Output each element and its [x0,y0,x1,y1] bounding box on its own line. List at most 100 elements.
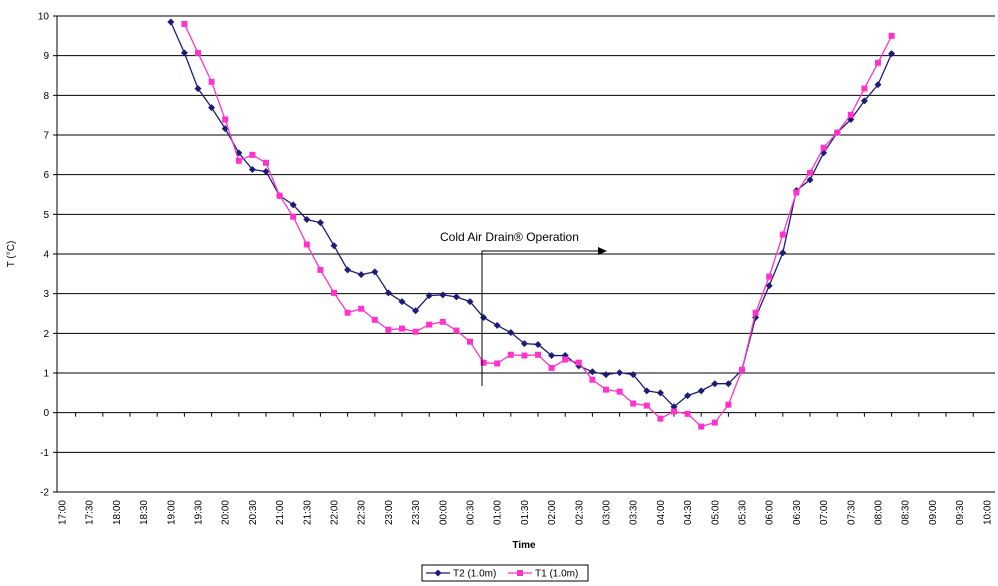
data-point [467,338,473,345]
data-point [195,49,201,56]
data-point [317,266,324,273]
data-point [371,268,379,276]
x-tick-label: 04:00 [656,500,667,525]
data-point [507,351,514,358]
data-point [548,364,555,371]
series-line [170,21,893,408]
x-tick-label: 07:30 [846,500,857,525]
x-tick-label: 09:30 [955,500,966,525]
x-tick-label: 20:00 [221,500,232,525]
x-tick-label: 04:30 [683,500,694,525]
data-point [616,369,624,377]
data-point [534,340,542,348]
data-point [289,201,297,209]
x-axis-title: Time [512,540,536,551]
data-point [807,169,813,176]
y-tick-label: 0 [43,408,49,419]
annotation: Cold Air Drain® Operation [440,230,579,244]
data-point [779,249,787,257]
x-tick-label: 18:00 [112,500,123,525]
y-axis-title: T (°C) [6,241,17,268]
x-tick-label: 08:00 [874,500,885,525]
data-point [860,97,868,105]
x-tick-label: 19:30 [194,500,205,525]
data-point [412,328,419,335]
data-point [670,403,678,411]
data-point [793,189,800,196]
data-point [331,289,337,296]
x-tick-label: 17:00 [58,500,69,525]
data-point [589,376,596,383]
data-point [765,282,773,290]
y-tick-label: 9 [43,51,49,62]
plot-area [167,18,896,430]
x-tick-label: 00:30 [466,500,477,525]
x-tick-label: 21:00 [275,500,286,525]
data-point [494,360,501,367]
x-tick-label: 03:00 [602,500,613,525]
x-tick-label: 05:00 [710,500,721,525]
x-tick-label: 08:30 [901,500,912,525]
data-point [643,387,651,395]
x-tick-label: 00:00 [438,500,449,525]
data-point [385,326,392,333]
data-point [412,307,420,315]
data-point [466,298,474,306]
data-point [167,18,175,26]
x-tick-label: 23:00 [384,500,395,525]
data-point [208,104,216,112]
data-point [888,32,895,39]
data-point [453,327,460,334]
data-point [656,389,664,397]
data-point [208,78,215,85]
data-point [235,157,242,164]
data-point [439,291,447,299]
data-point [752,309,759,316]
data-point [548,352,556,360]
x-tick-label: 09:00 [928,500,939,525]
x-tick-label: 03:30 [629,500,640,525]
data-point [861,85,868,92]
y-tick-label: 3 [43,289,49,300]
data-point [262,167,270,175]
data-point [398,298,406,306]
data-point [684,410,691,417]
data-point [684,392,692,400]
x-tick-label: 02:00 [547,500,558,525]
data-point [316,219,324,227]
y-tick-label: 5 [43,210,49,221]
data-point [439,318,446,325]
x-tick-label: 19:00 [166,500,177,525]
data-point [697,387,705,395]
x-tick-label: 21:30 [302,500,313,525]
data-point [602,371,610,379]
data-point [344,266,352,274]
data-point [875,59,881,66]
data-point [249,151,256,158]
y-tick-label: -1 [40,448,49,459]
data-point [344,309,351,316]
data-point [493,321,501,329]
x-tick-label: 17:30 [85,500,96,525]
data-point [724,380,732,388]
data-point [358,305,365,312]
y-tick-label: 4 [43,250,49,261]
data-point [643,402,650,409]
data-point [711,380,719,388]
data-point [290,213,297,220]
y-tick-label: 1 [43,369,49,380]
data-point [671,408,677,415]
data-point [399,325,405,332]
y-tick-label: 7 [43,131,49,142]
data-point [194,85,202,93]
x-tick-label: 01:00 [493,500,504,525]
data-point [603,386,609,393]
x-tick-label: 10:00 [982,500,993,525]
data-point [739,366,745,373]
arrow-head [598,247,607,255]
data-point [588,368,596,376]
data-point [535,351,541,358]
data-point [711,419,718,426]
x-tick-label: 02:30 [574,500,585,525]
data-point [657,415,664,422]
